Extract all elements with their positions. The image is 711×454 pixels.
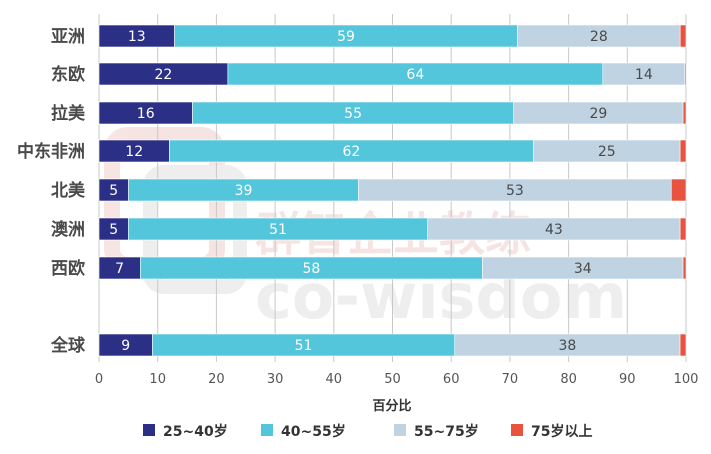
bar-value-label: 13 [128, 29, 146, 45]
category-label: 中东非洲 [17, 141, 85, 162]
bar-segment [679, 333, 687, 357]
bar-value-label: 39 [235, 183, 253, 199]
bar-value-label: 43 [545, 222, 563, 238]
bar-value-label: 29 [589, 106, 607, 122]
bar-value-label: 7 [115, 261, 124, 277]
bar-value-label: 58 [302, 261, 320, 277]
x-tick-label-80: 80 [560, 372, 577, 387]
bar-value-label: 34 [574, 261, 592, 277]
bar-segment [679, 24, 687, 48]
bar-value-label: 51 [269, 222, 287, 238]
x-tick-label-50: 50 [384, 372, 401, 387]
category-label: 全球 [50, 335, 86, 356]
bar-value-label: 5 [109, 222, 118, 238]
x-tick-label-100: 100 [674, 372, 699, 387]
x-tick-label-60: 60 [443, 372, 460, 387]
legend-label: 55~75岁 [414, 423, 479, 440]
category-label: 东欧 [51, 64, 85, 85]
legend-swatch [394, 424, 406, 436]
bar-value-label: 64 [406, 67, 424, 83]
x-tick-label-90: 90 [619, 372, 636, 387]
bar-value-label: 9 [121, 338, 130, 354]
bar-value-label: 16 [137, 106, 155, 122]
bar-segment [682, 101, 687, 125]
bar-value-label: 14 [635, 67, 653, 83]
category-label: 西欧 [51, 258, 85, 279]
bar-segment [670, 178, 687, 202]
bar-segment [679, 139, 687, 163]
x-axis-label: 百分比 [372, 398, 411, 414]
category-label: 澳洲 [51, 219, 85, 240]
bar-value-label: 5 [109, 183, 118, 199]
x-tick-label-40: 40 [326, 372, 343, 387]
x-tick-label-70: 70 [502, 372, 519, 387]
bar-value-label: 38 [559, 338, 577, 354]
bar-segment [684, 62, 687, 86]
x-tick-label-30: 30 [267, 372, 284, 387]
category-label: 拉美 [51, 103, 86, 124]
x-tick-labels: 0 10 20 30 40 50 60 70 80 90 100 [95, 372, 699, 387]
category-label: 亚洲 [51, 27, 85, 47]
legend: 25~40岁 40~55岁 55~75岁 75岁以上 [143, 423, 592, 440]
bar-value-label: 53 [506, 183, 524, 199]
bar-value-label: 22 [155, 67, 173, 83]
bar-value-label: 51 [295, 338, 313, 354]
x-tick-label-0: 0 [95, 372, 103, 387]
bar-segment [679, 217, 687, 241]
bar-value-label: 62 [342, 144, 360, 160]
bar-value-label: 55 [344, 106, 362, 122]
category-label: 北美 [51, 180, 86, 201]
bar-value-label: 28 [590, 29, 608, 45]
legend-swatch [143, 424, 155, 436]
legend-label: 25~40岁 [163, 423, 228, 440]
x-tick-label-20: 20 [208, 372, 225, 387]
bars: 13 59 28 22 64 14 16 55 29 12 62 25 5 39 53 5 51 43 7 58 34 9… [98, 24, 687, 357]
legend-swatch [511, 424, 523, 436]
bar-segment [682, 256, 687, 280]
legend-label: 40~55岁 [281, 423, 346, 440]
x-tick-label-10: 10 [149, 372, 166, 387]
bar-value-label: 12 [125, 144, 143, 160]
legend-label: 75岁以上 [531, 423, 592, 440]
bar-value-label: 25 [598, 144, 616, 160]
legend-swatch [261, 424, 273, 436]
bar-value-label: 59 [337, 29, 355, 45]
